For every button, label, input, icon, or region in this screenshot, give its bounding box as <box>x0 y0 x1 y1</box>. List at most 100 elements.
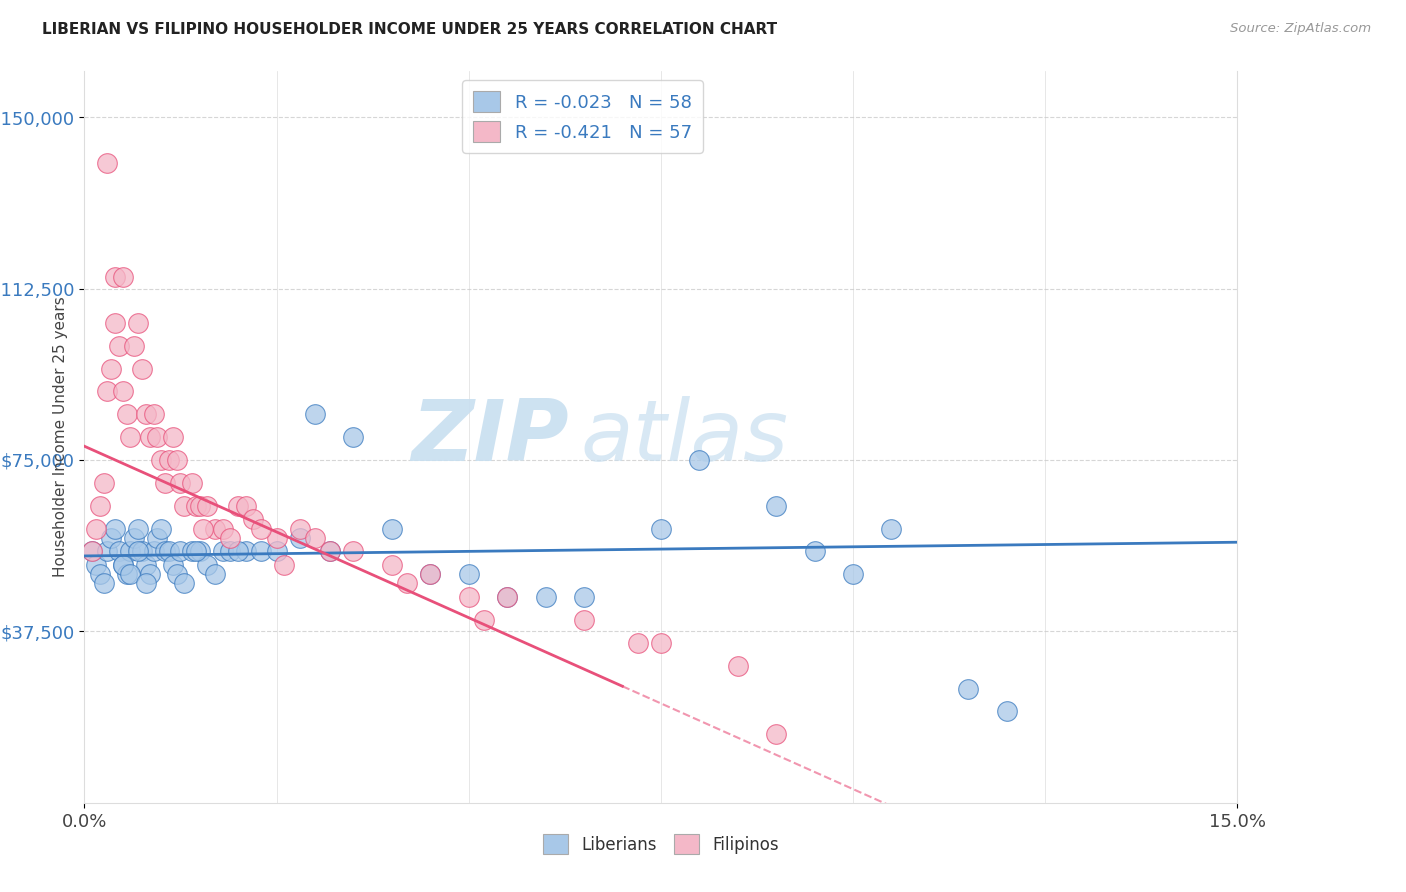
Point <box>457 590 479 604</box>
Point <box>111 558 134 573</box>
Point <box>96 384 118 399</box>
Point <box>627 636 650 650</box>
Point <box>688 453 710 467</box>
Point <box>142 407 165 421</box>
Point <box>166 453 188 467</box>
Point <box>115 407 138 421</box>
Point <box>235 544 257 558</box>
Point <box>195 499 218 513</box>
Point <box>162 558 184 573</box>
Legend: Liberians, Filipinos: Liberians, Filipinos <box>537 828 785 860</box>
Point <box>150 453 173 467</box>
Point <box>115 567 138 582</box>
Point <box>84 558 107 573</box>
Point <box>457 567 479 582</box>
Point <box>166 567 188 582</box>
Point <box>138 430 160 444</box>
Point <box>319 544 342 558</box>
Point <box>204 521 226 535</box>
Point <box>84 521 107 535</box>
Point <box>880 521 903 535</box>
Point <box>127 521 149 535</box>
Text: atlas: atlas <box>581 395 789 479</box>
Point <box>288 521 311 535</box>
Point <box>153 475 176 490</box>
Point <box>142 544 165 558</box>
Point <box>157 544 180 558</box>
Point <box>173 576 195 591</box>
Point <box>153 544 176 558</box>
Point <box>304 531 326 545</box>
Point <box>120 544 142 558</box>
Point <box>211 544 233 558</box>
Point <box>104 270 127 285</box>
Point <box>80 544 103 558</box>
Point <box>266 531 288 545</box>
Point <box>181 544 204 558</box>
Point <box>572 590 595 604</box>
Point <box>250 544 273 558</box>
Point <box>765 499 787 513</box>
Point <box>169 475 191 490</box>
Point <box>534 590 557 604</box>
Point <box>496 590 519 604</box>
Point <box>108 544 131 558</box>
Point <box>80 544 103 558</box>
Point <box>184 499 207 513</box>
Point <box>150 521 173 535</box>
Point <box>173 499 195 513</box>
Point <box>381 558 404 573</box>
Point <box>124 338 146 352</box>
Point <box>104 521 127 535</box>
Y-axis label: Householder Income Under 25 years: Householder Income Under 25 years <box>52 297 67 577</box>
Point <box>304 407 326 421</box>
Point <box>211 521 233 535</box>
Point <box>342 430 364 444</box>
Point <box>242 512 264 526</box>
Point <box>204 567 226 582</box>
Point <box>111 270 134 285</box>
Point <box>108 338 131 352</box>
Point <box>226 499 249 513</box>
Point <box>273 558 295 573</box>
Point <box>193 521 215 535</box>
Point <box>419 567 441 582</box>
Point <box>496 590 519 604</box>
Point <box>188 544 211 558</box>
Point <box>188 499 211 513</box>
Point <box>146 531 169 545</box>
Point <box>250 521 273 535</box>
Point <box>162 430 184 444</box>
Point <box>226 544 249 558</box>
Point <box>472 613 495 627</box>
Point <box>219 531 242 545</box>
Point <box>342 544 364 558</box>
Point <box>396 576 419 591</box>
Point <box>319 544 342 558</box>
Point <box>135 576 157 591</box>
Point <box>288 531 311 545</box>
Point <box>104 316 127 330</box>
Point <box>765 727 787 741</box>
Point <box>111 384 134 399</box>
Text: LIBERIAN VS FILIPINO HOUSEHOLDER INCOME UNDER 25 YEARS CORRELATION CHART: LIBERIAN VS FILIPINO HOUSEHOLDER INCOME … <box>42 22 778 37</box>
Point <box>727 658 749 673</box>
Point <box>100 531 122 545</box>
Point <box>803 544 825 558</box>
Point <box>572 613 595 627</box>
Point <box>266 544 288 558</box>
Point <box>135 558 157 573</box>
Point <box>96 544 118 558</box>
Point <box>100 361 122 376</box>
Point <box>135 407 157 421</box>
Point <box>146 430 169 444</box>
Point <box>138 567 160 582</box>
Point <box>124 531 146 545</box>
Point <box>957 681 980 696</box>
Text: Source: ZipAtlas.com: Source: ZipAtlas.com <box>1230 22 1371 36</box>
Point <box>120 430 142 444</box>
Point <box>157 453 180 467</box>
Point <box>995 705 1018 719</box>
Point <box>195 558 218 573</box>
Point <box>93 576 115 591</box>
